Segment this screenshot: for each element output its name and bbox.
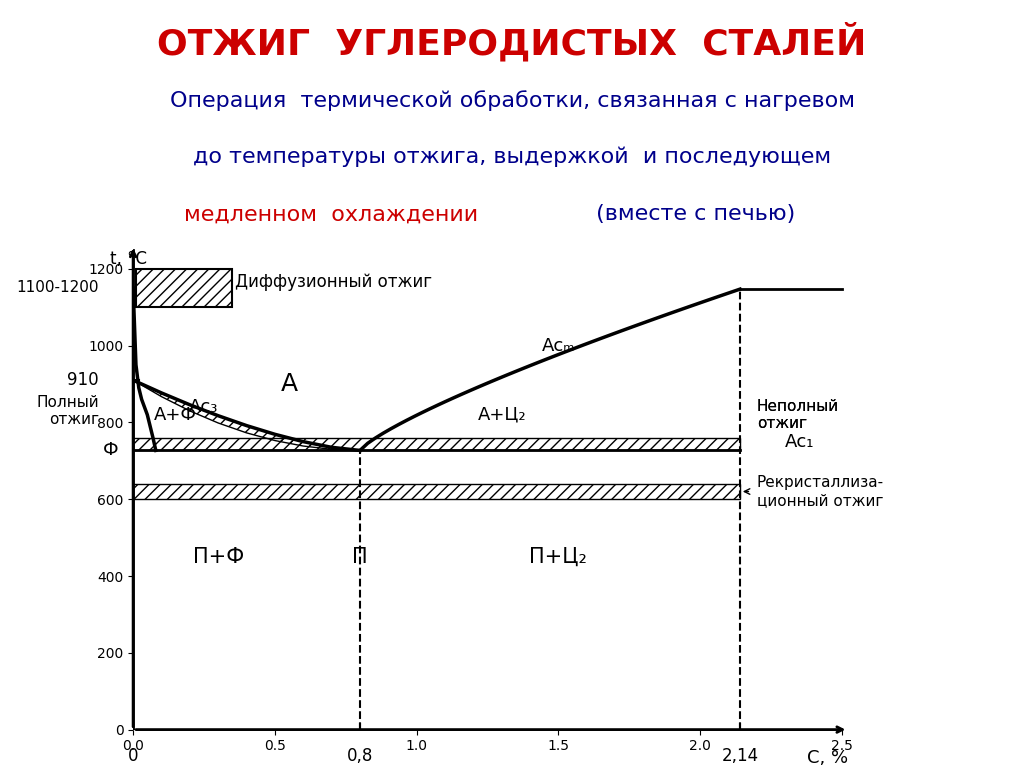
Text: А: А (281, 372, 298, 396)
Text: Диффузионный отжиг: Диффузионный отжиг (236, 273, 432, 291)
Text: С, %: С, % (807, 749, 848, 766)
Text: Рекристаллиза-
ционный отжиг: Рекристаллиза- ционный отжиг (757, 475, 884, 508)
Text: 910: 910 (68, 371, 99, 389)
Text: Неполный
отжиг: Неполный отжиг (757, 399, 839, 431)
Text: 0,8: 0,8 (347, 746, 373, 765)
Bar (133, 438, 740, 450)
Text: А+Ц₂: А+Ц₂ (477, 406, 526, 424)
Text: П: П (352, 547, 368, 567)
Text: П+Ф: П+Ф (193, 547, 244, 567)
Text: Ф: Ф (102, 442, 118, 459)
Text: Ас₁: Ас₁ (785, 432, 815, 451)
Text: медленном  охлаждении: медленном охлаждении (184, 204, 478, 224)
Text: Асₘ: Асₘ (542, 336, 575, 355)
Text: (вместе с печью): (вместе с печью) (589, 204, 795, 224)
Text: ОТЖИГ  УГЛЕРОДИСТЫХ  СТАЛЕЙ: ОТЖИГ УГЛЕРОДИСТЫХ СТАЛЕЙ (158, 22, 866, 61)
Text: П+Ц₂: П+Ц₂ (529, 547, 588, 567)
Text: Неполный
отжиг: Неполный отжиг (757, 399, 839, 431)
Bar (136, 269, 232, 307)
Text: Полный
отжиг: Полный отжиг (37, 395, 99, 427)
Bar (133, 484, 740, 499)
Text: А+Ф: А+Ф (155, 406, 198, 424)
Text: Ас₃: Ас₃ (189, 398, 219, 416)
Text: Операция  термической обработки, связанная с нагревом: Операция термической обработки, связанна… (170, 91, 854, 111)
Text: 2,14: 2,14 (721, 746, 759, 765)
Text: 1100-1200: 1100-1200 (16, 280, 99, 296)
Text: до температуры отжига, выдержкой  и последующем: до температуры отжига, выдержкой и после… (193, 146, 831, 167)
Text: 0: 0 (128, 746, 138, 765)
Text: t, °C: t, °C (111, 250, 147, 268)
